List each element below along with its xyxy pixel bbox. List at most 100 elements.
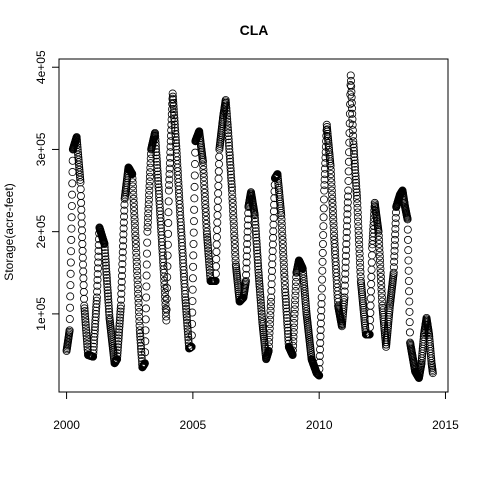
data-point [117, 271, 126, 280]
data-point [93, 275, 102, 284]
data-point [163, 240, 172, 249]
data-point [378, 297, 387, 306]
data-point [200, 177, 209, 186]
data-point [170, 114, 179, 123]
data-point [223, 118, 232, 127]
data-point [105, 307, 114, 316]
data-point [171, 133, 180, 142]
data-point [356, 267, 365, 276]
data-point [203, 233, 212, 242]
data-point [130, 207, 139, 216]
data-point [222, 107, 231, 116]
data-point [315, 371, 324, 380]
data-point [343, 198, 352, 207]
chart-title: CLA [240, 22, 269, 38]
data-point [130, 215, 139, 224]
data-point [281, 291, 290, 300]
data-point [404, 266, 413, 275]
data-point [292, 277, 301, 286]
data-point [351, 175, 360, 184]
data-point [344, 157, 353, 166]
data-point [376, 256, 385, 265]
data-point [317, 284, 326, 293]
data-point [164, 219, 173, 228]
data-point [328, 198, 337, 207]
data-point [144, 213, 153, 222]
data-point [282, 307, 291, 316]
data-point [188, 308, 197, 317]
data-point [328, 190, 337, 199]
data-point [165, 164, 174, 173]
data-point [104, 295, 113, 304]
data-point [89, 352, 98, 361]
data-point [403, 225, 412, 234]
data-point [76, 175, 85, 184]
data-point [266, 311, 275, 320]
data-point [350, 156, 359, 165]
data-point [93, 287, 102, 296]
data-point [188, 319, 197, 328]
data-point [83, 342, 92, 351]
data-point [184, 333, 193, 342]
data-point [280, 272, 289, 281]
data-point [150, 128, 159, 137]
data-point [281, 288, 290, 297]
data-point [66, 303, 75, 312]
data-point [268, 266, 277, 275]
data-point [130, 223, 139, 232]
data-point [153, 167, 162, 176]
data-point [91, 316, 100, 325]
data-point [254, 274, 263, 283]
y-axis-label: Storage(acre-feet) [2, 183, 16, 280]
data-point [170, 111, 179, 120]
data-point [81, 315, 90, 324]
data-point [163, 262, 172, 271]
data-point [269, 207, 278, 216]
data-point [129, 186, 138, 195]
data-point [367, 280, 376, 289]
data-point [214, 167, 223, 176]
data-point [318, 275, 327, 284]
data-point [256, 293, 265, 302]
data-point [205, 266, 214, 275]
data-point [374, 227, 383, 236]
data-point [327, 178, 336, 187]
data-point [163, 273, 172, 282]
data-point [161, 308, 170, 317]
data-point [279, 248, 288, 257]
data-point [101, 258, 110, 267]
data-point [204, 252, 213, 261]
data-point [152, 151, 161, 160]
data-point [221, 96, 230, 105]
data-point [256, 296, 265, 305]
data-point [80, 307, 89, 316]
data-point [321, 159, 330, 168]
data-point [117, 289, 126, 298]
data-point [266, 297, 275, 306]
data-point [283, 323, 292, 332]
data-point [265, 324, 274, 333]
data-point [170, 117, 179, 126]
data-point [114, 331, 123, 340]
data-point [132, 248, 141, 257]
data-point [377, 289, 386, 298]
data-point [141, 304, 150, 313]
data-point [152, 157, 161, 166]
data-point [320, 195, 329, 204]
data-point [128, 182, 137, 191]
data-point [251, 220, 260, 229]
data-point [213, 225, 222, 234]
data-point [151, 132, 160, 141]
data-point [190, 171, 199, 180]
data-point [329, 215, 338, 224]
data-point [131, 227, 140, 236]
data-point [200, 184, 209, 193]
data-point [77, 226, 86, 235]
data-point [264, 346, 273, 355]
data-point [343, 204, 352, 213]
data-point [212, 240, 221, 249]
data-point [142, 249, 151, 258]
data-point [115, 322, 124, 331]
data-point [225, 148, 234, 157]
data-point [405, 318, 414, 327]
